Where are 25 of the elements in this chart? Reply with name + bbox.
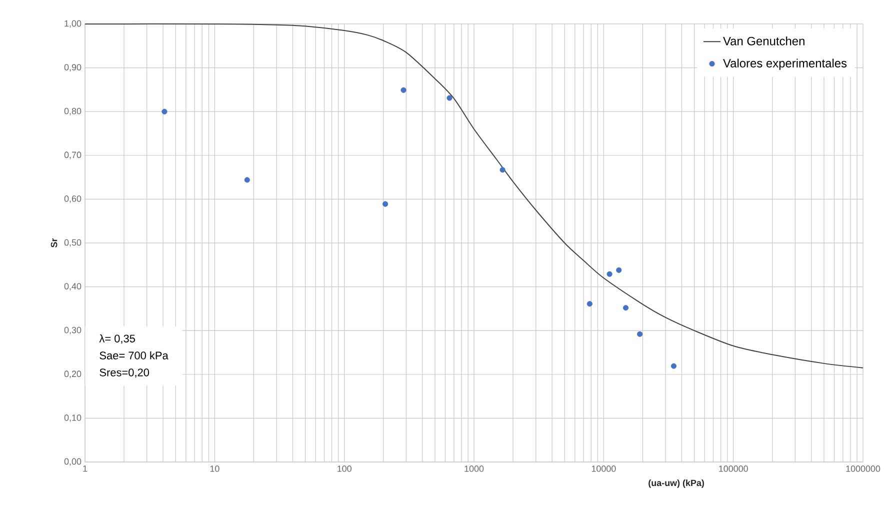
x-tick-label: 1000 bbox=[464, 466, 484, 472]
x-tick-label: 1000000 bbox=[846, 466, 880, 472]
annotation: Sres=0,20 bbox=[100, 368, 150, 378]
y-tick-label: 0,20 bbox=[64, 370, 82, 378]
y-tick-label: 0,80 bbox=[64, 108, 82, 116]
legend-label: Valores experimentales bbox=[723, 58, 847, 70]
y-tick-label: 0,60 bbox=[64, 195, 82, 203]
y-tick-label: 0,40 bbox=[64, 283, 82, 290]
y-tick-label: 1,00 bbox=[64, 20, 82, 28]
y-tick-label: 0,10 bbox=[64, 414, 82, 422]
x-axis-title: (ua-uw) (kPa) bbox=[648, 480, 704, 488]
x-tick-label: 10000 bbox=[592, 466, 616, 472]
y-tick-label: 0,90 bbox=[64, 64, 82, 72]
x-tick-label: 100 bbox=[338, 466, 352, 472]
y-axis-title: Sr bbox=[50, 238, 58, 248]
annotation: λ= 0,35 bbox=[99, 334, 135, 344]
y-tick-label: 0,00 bbox=[64, 458, 82, 466]
legend-label: Van Genutchen bbox=[723, 36, 804, 46]
x-tick-label: 100000 bbox=[719, 466, 748, 472]
x-tick-label: 1 bbox=[83, 466, 88, 472]
annotation: Sae= 700 kPa bbox=[100, 351, 168, 360]
y-tick-label: 0,50 bbox=[64, 239, 82, 247]
y-tick-label: 0,30 bbox=[64, 326, 82, 334]
x-tick-label: 10 bbox=[210, 466, 220, 472]
y-tick-label: 0,70 bbox=[64, 152, 82, 160]
